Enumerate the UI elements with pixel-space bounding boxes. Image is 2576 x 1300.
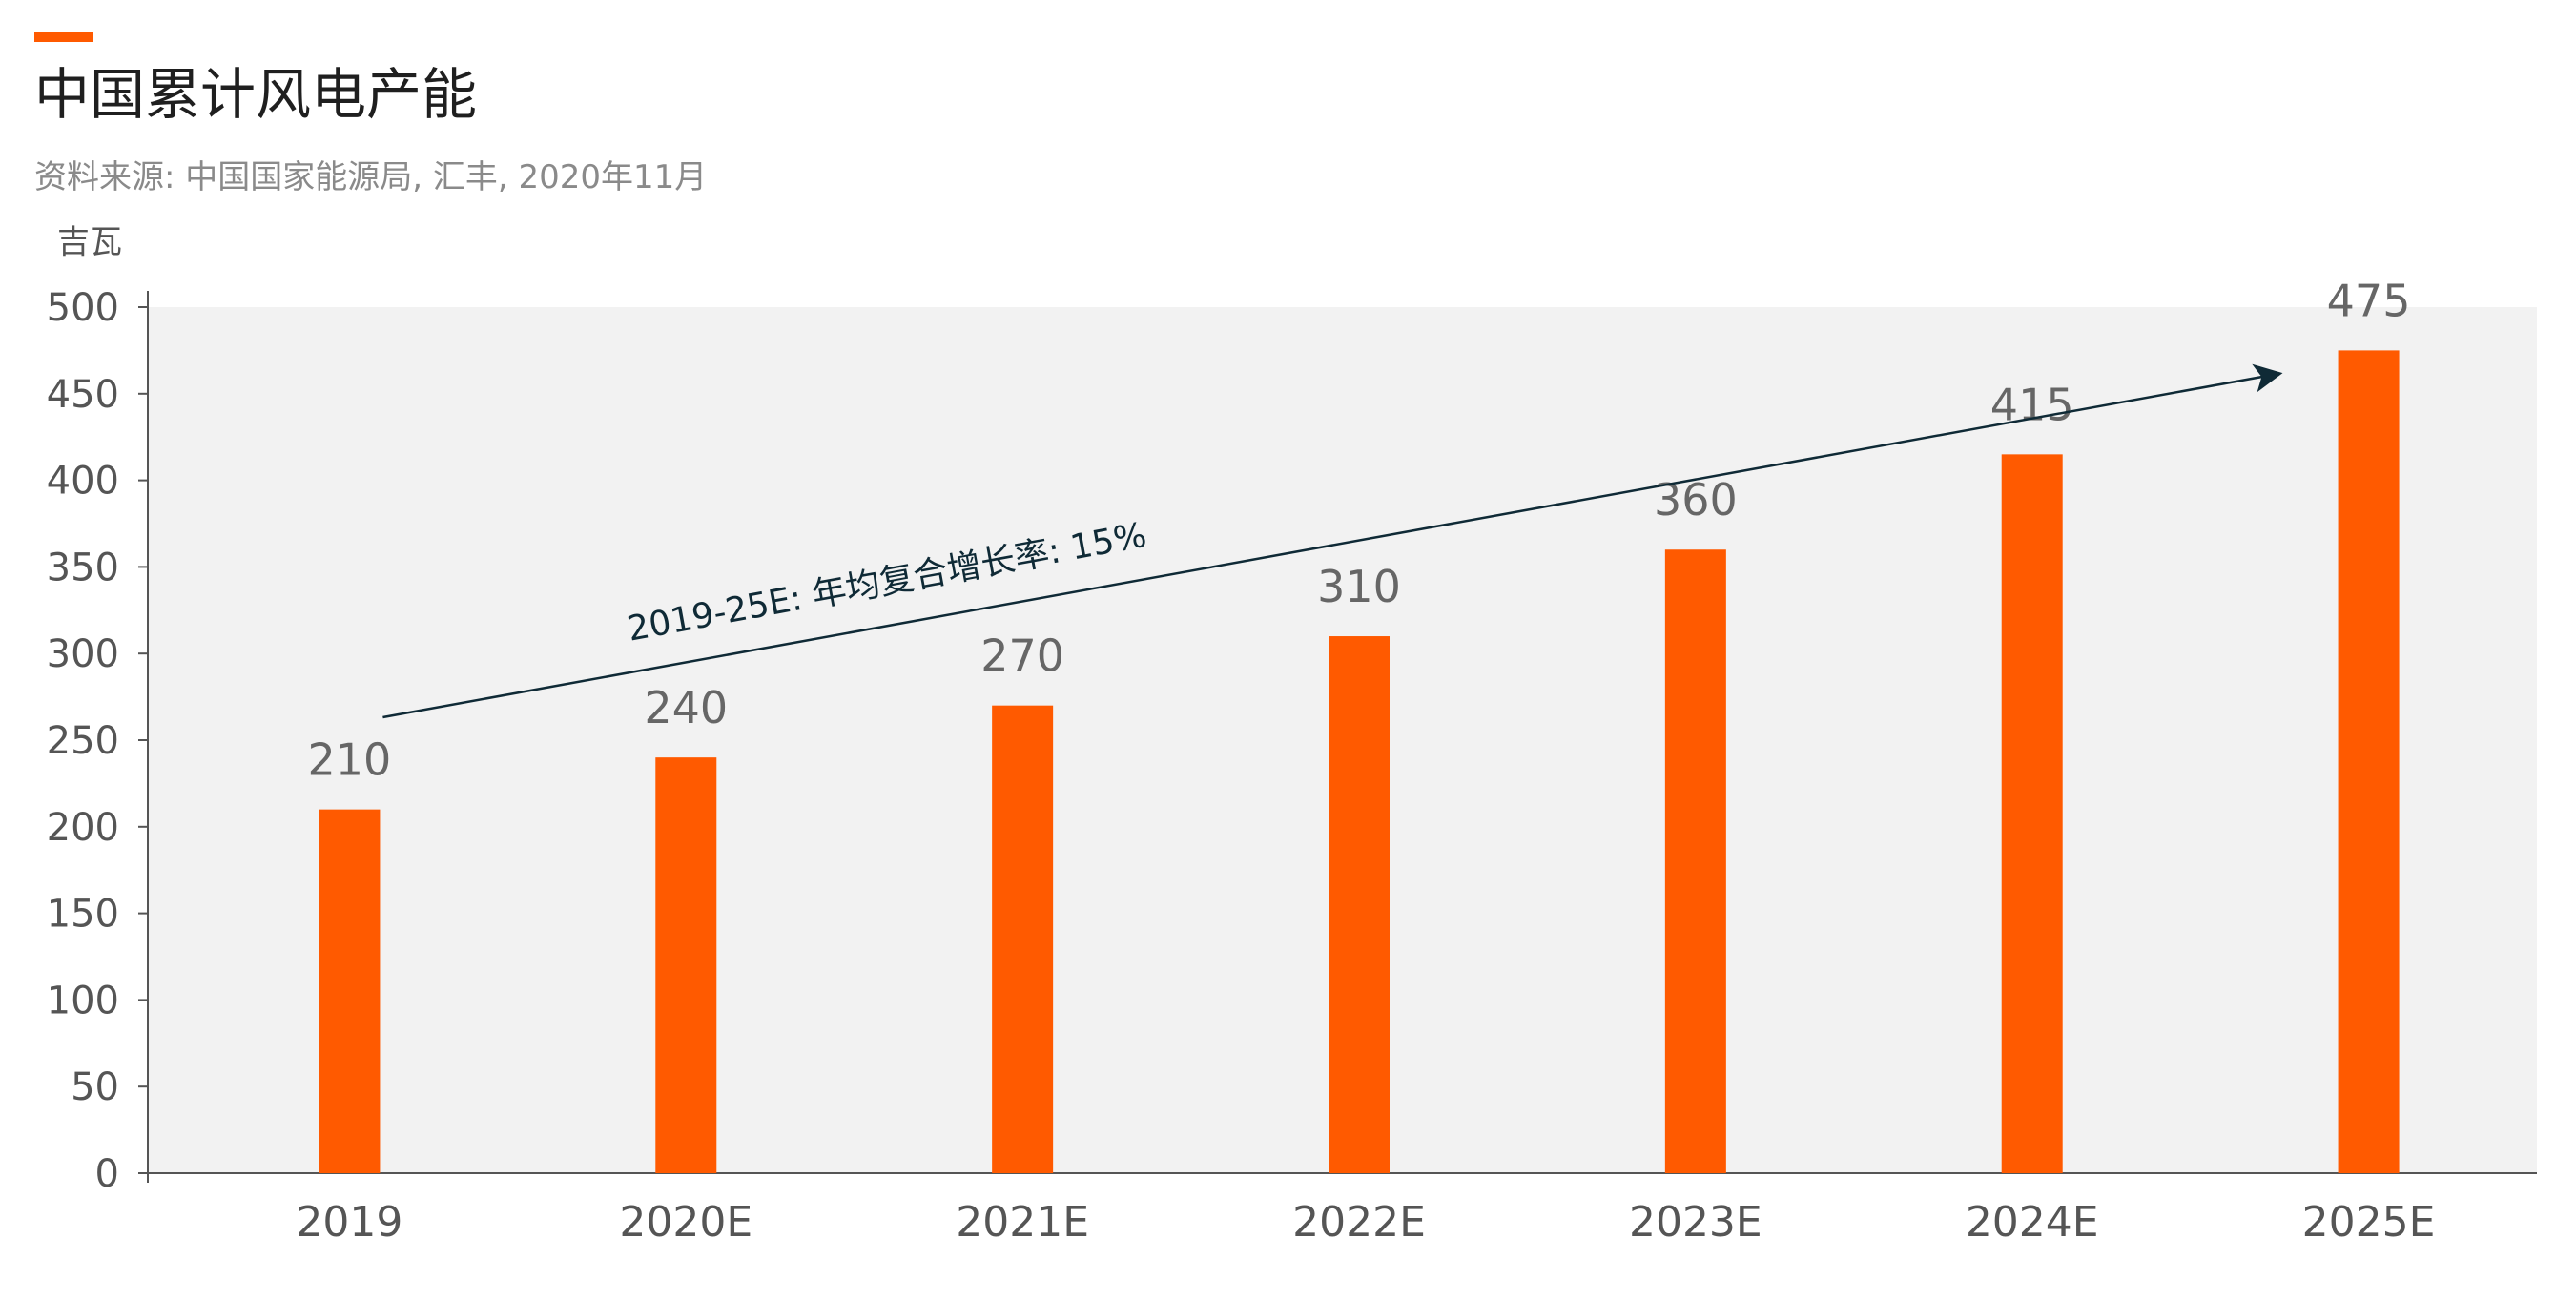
bar bbox=[655, 757, 717, 1173]
x-tick-label: 2022E bbox=[1292, 1198, 1426, 1247]
bar bbox=[992, 705, 1054, 1173]
bar bbox=[319, 809, 381, 1173]
bar bbox=[1664, 549, 1726, 1173]
x-tick-label: 2024E bbox=[1966, 1198, 2099, 1247]
bar-value-label: 360 bbox=[1654, 474, 1738, 526]
bar bbox=[2001, 454, 2063, 1173]
y-tick-label: 100 bbox=[47, 979, 119, 1022]
bar bbox=[1329, 636, 1390, 1173]
cagr-trend-arrow bbox=[382, 363, 2283, 719]
x-tick-label: 2025E bbox=[2302, 1198, 2436, 1247]
y-tick-label: 400 bbox=[47, 460, 119, 504]
chart-title: 中国累计风电产能 bbox=[34, 62, 478, 127]
bar-value-label: 210 bbox=[308, 734, 392, 786]
y-tick-label: 450 bbox=[47, 373, 119, 417]
bar bbox=[2338, 350, 2400, 1173]
title-accent-bar bbox=[34, 32, 93, 42]
source-note: 资料来源: 中国国家能源局, 汇丰, 2020年11月 bbox=[34, 158, 708, 196]
y-tick-label: 200 bbox=[47, 806, 119, 850]
x-tick-label: 2023E bbox=[1629, 1198, 1762, 1247]
bar-series bbox=[319, 350, 2400, 1173]
y-axis-unit-label: 吉瓦 bbox=[57, 223, 122, 261]
y-tick-label: 250 bbox=[47, 719, 119, 763]
y-tick-label: 300 bbox=[47, 632, 119, 676]
bar-value-label: 310 bbox=[1317, 561, 1401, 612]
bar-value-label: 475 bbox=[2327, 275, 2411, 326]
y-tick-label: 0 bbox=[95, 1152, 119, 1196]
y-tick-label: 150 bbox=[47, 893, 119, 937]
bar-value-label: 240 bbox=[644, 682, 728, 733]
x-tick-label: 2019 bbox=[296, 1198, 402, 1247]
x-tick-label: 2020E bbox=[619, 1198, 752, 1247]
bar-value-label: 270 bbox=[980, 630, 1064, 682]
y-tick-label: 500 bbox=[47, 286, 119, 330]
bar-value-label: 415 bbox=[1990, 379, 2074, 430]
x-axis: 2019 2020E 2021E 2022E 2023E 2024E 2025E bbox=[148, 1172, 2537, 1247]
x-tick-label: 2021E bbox=[956, 1198, 1089, 1247]
data-labels: 210 240 270 310 360 415 475 bbox=[308, 275, 2411, 785]
y-tick-label: 50 bbox=[71, 1065, 119, 1109]
y-tick-label: 350 bbox=[47, 546, 119, 589]
y-axis: 0 50 100 150 200 250 300 350 400 450 500 bbox=[47, 286, 149, 1196]
